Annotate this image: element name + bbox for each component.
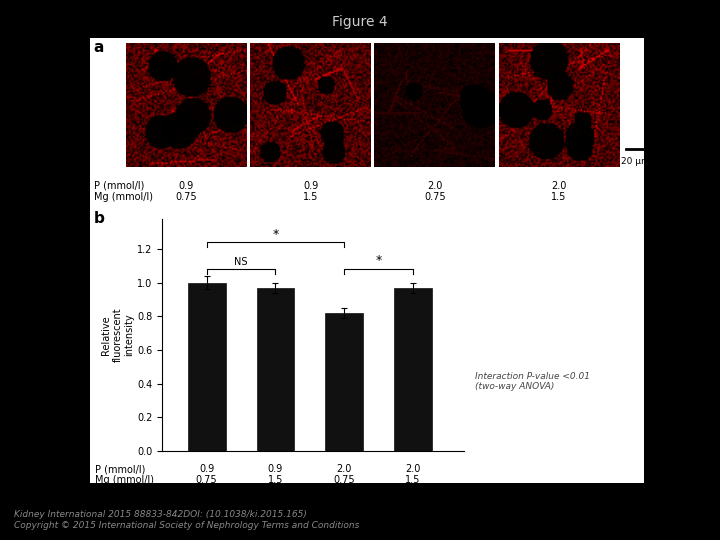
Text: b: b (94, 211, 104, 226)
Text: 2.0: 2.0 (552, 181, 567, 191)
Bar (256, 288, 294, 451)
Text: a: a (94, 40, 104, 56)
Text: P (mmol/l): P (mmol/l) (94, 181, 144, 191)
Text: 2.0: 2.0 (427, 181, 442, 191)
Text: Figure 4: Figure 4 (332, 15, 388, 29)
Text: *: * (375, 254, 382, 267)
Text: 0.75: 0.75 (196, 475, 217, 485)
Y-axis label: Relative
fluorescent
intensity: Relative fluorescent intensity (101, 307, 134, 362)
Text: 0.9: 0.9 (303, 181, 318, 191)
Text: P (mmol/l): P (mmol/l) (95, 464, 145, 475)
Text: 0.75: 0.75 (176, 192, 197, 202)
Text: 0.75: 0.75 (333, 475, 355, 485)
Text: 0.9: 0.9 (268, 464, 283, 475)
Text: 0.75: 0.75 (424, 192, 446, 202)
Text: Mg (mmol/l): Mg (mmol/l) (94, 192, 153, 202)
Bar (394, 288, 432, 451)
Text: 2.0: 2.0 (336, 464, 352, 475)
Text: NS: NS (234, 258, 248, 267)
Text: Kidney International 2015 88833-842DOI: (10.1038/ki.2015.165)
Copyright © 2015 I: Kidney International 2015 88833-842DOI: … (14, 510, 360, 530)
Text: Mg (mmol/l): Mg (mmol/l) (95, 475, 154, 485)
Text: 20 μm: 20 μm (621, 157, 649, 166)
Text: 1.5: 1.5 (268, 475, 283, 485)
Text: 1.5: 1.5 (303, 192, 318, 202)
Text: 1.5: 1.5 (552, 192, 567, 202)
Text: 0.9: 0.9 (179, 181, 194, 191)
Text: 1.5: 1.5 (405, 475, 420, 485)
Text: 2.0: 2.0 (405, 464, 420, 475)
Text: *: * (272, 227, 279, 241)
Text: 0.9: 0.9 (199, 464, 215, 475)
Bar (188, 282, 225, 451)
Bar (325, 313, 363, 451)
Text: Interaction P-value <0.01
(two-way ANOVA): Interaction P-value <0.01 (two-way ANOVA… (475, 372, 590, 391)
